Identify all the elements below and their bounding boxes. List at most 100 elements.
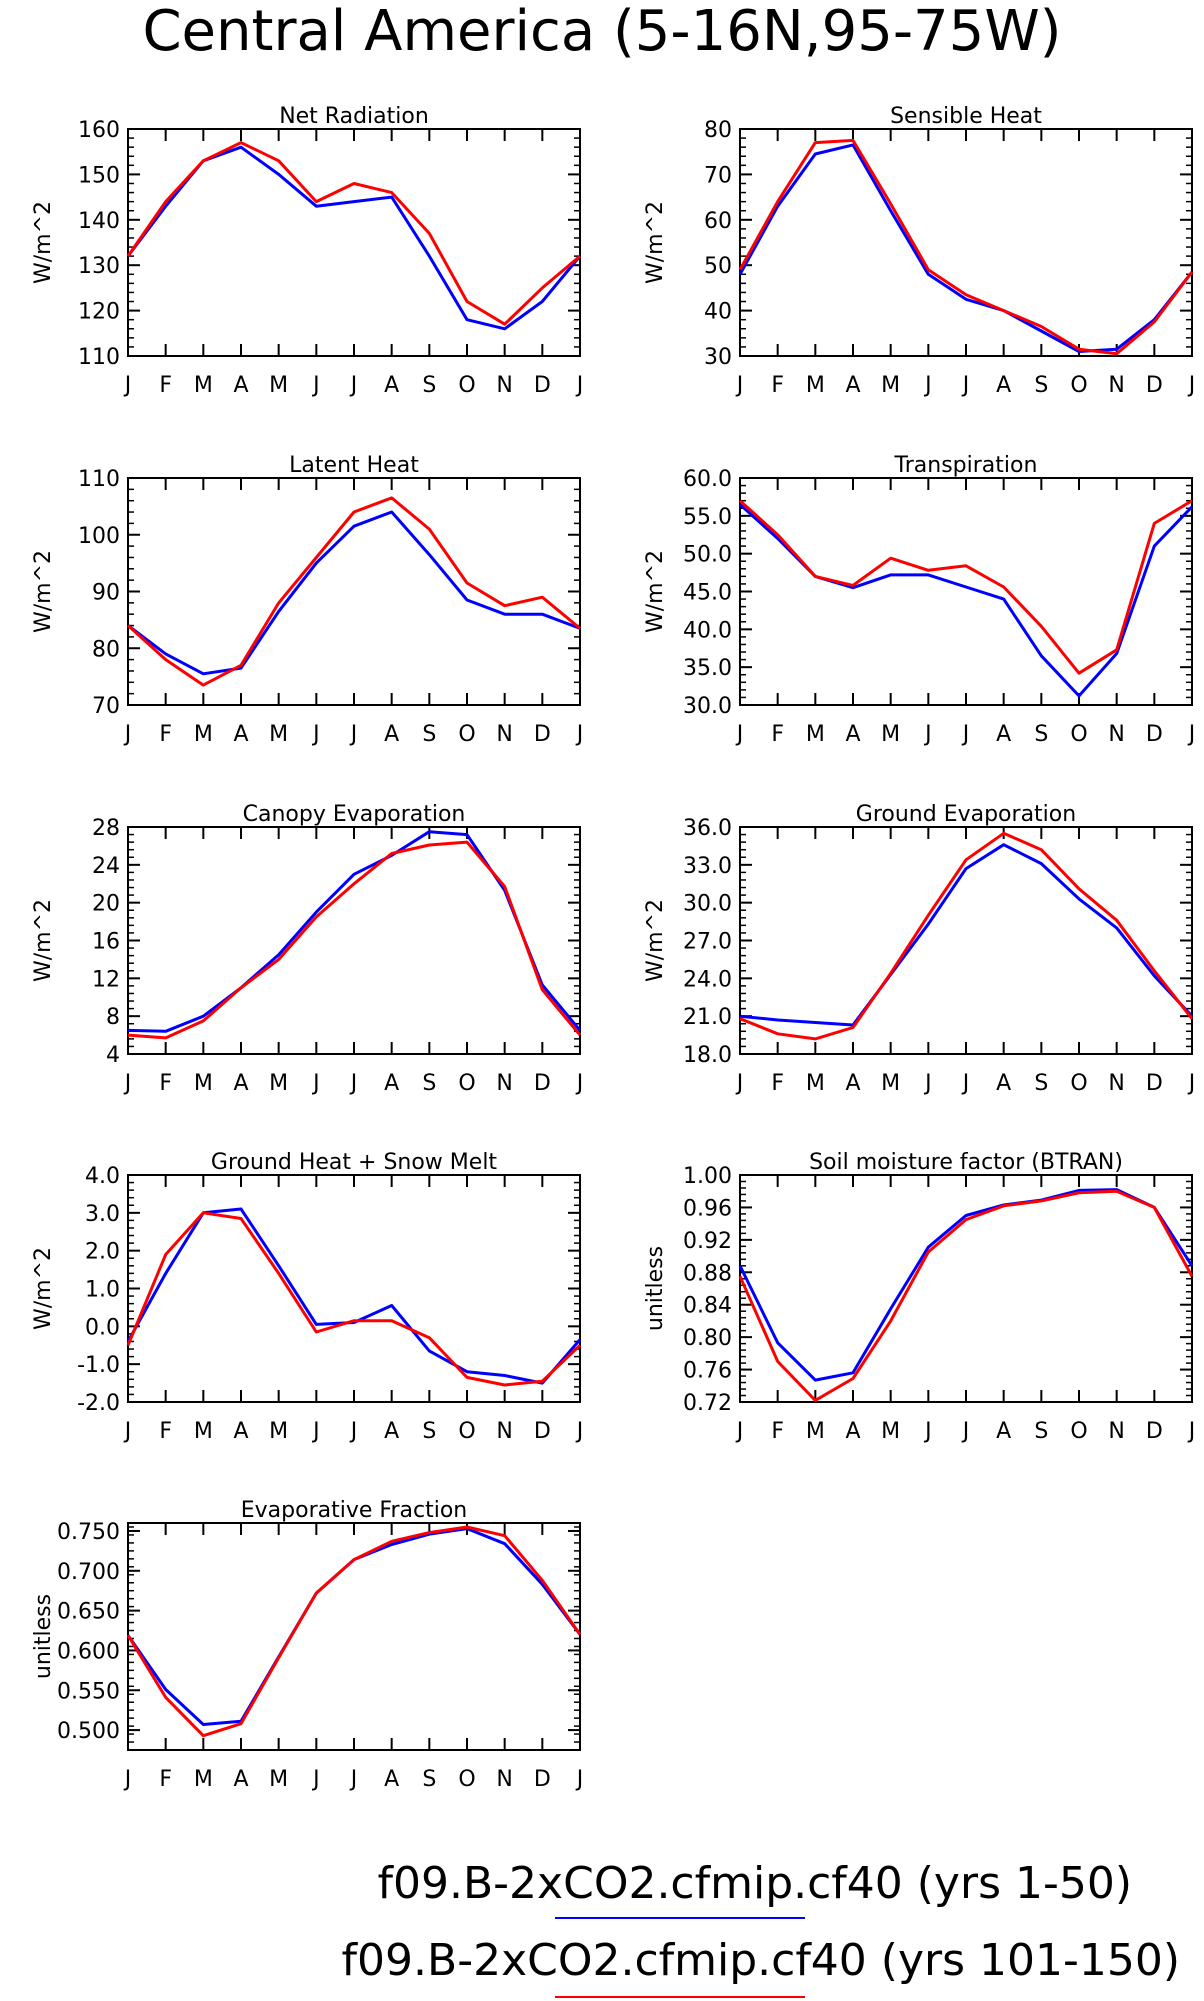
x-tick-label: J: [349, 722, 358, 747]
x-tick-label: N: [1108, 373, 1124, 398]
x-tick-label: F: [771, 1071, 784, 1096]
x-tick-label: O: [458, 1071, 475, 1096]
y-tick-label: 1.00: [683, 1164, 732, 1189]
x-tick-label: D: [1146, 373, 1163, 398]
x-tick-label: A: [996, 373, 1011, 398]
x-tick-label: S: [1034, 1419, 1048, 1444]
x-tick-label: M: [269, 1767, 288, 1792]
x-tick-label: J: [961, 1419, 970, 1444]
x-tick-label: M: [881, 373, 900, 398]
y-tick-label: 0.88: [683, 1261, 732, 1286]
x-tick-label: S: [1034, 1071, 1048, 1096]
chart-title: Transpiration: [894, 453, 1038, 478]
y-tick-label: 50.0: [683, 543, 732, 568]
chart-panel-9: Evaporative Fraction unitless 0.500 0.550 0.…: [31, 1498, 583, 1792]
x-tick-label: N: [1108, 1071, 1124, 1096]
y-tick-label: 18.0: [683, 1043, 732, 1068]
x-tick-label: F: [771, 1419, 784, 1444]
x-tick-label: J: [961, 1071, 970, 1096]
series-line-2: [126, 141, 581, 326]
y-tick-label: 150: [78, 163, 120, 188]
x-tick-label: J: [923, 722, 932, 747]
x-tick-label: J: [123, 1071, 132, 1096]
y-tick-label: 0.750: [57, 1520, 120, 1545]
x-tick-label: A: [384, 1767, 399, 1792]
x-tick-label: A: [996, 1071, 1011, 1096]
x-tick-label: A: [384, 722, 399, 747]
x-tick-label: J: [923, 1071, 932, 1096]
y-tick-label: 0.80: [683, 1326, 732, 1351]
y-tick-label: 20: [92, 892, 120, 917]
legend: f09.B-2xCO2.cfmip.cf40 (yrs 1-50) f09.B-…: [342, 1858, 1180, 1998]
chart-panel-6: Ground Evaporation W/m^2 18.0 21.0 24.0 27.0 3…: [643, 802, 1195, 1096]
x-tick-label: J: [311, 722, 320, 747]
y-tick-label: 35.0: [683, 656, 732, 681]
x-tick-label: F: [771, 373, 784, 398]
x-tick-label: A: [384, 1071, 399, 1096]
y-tick-label: 140: [78, 209, 120, 234]
x-tick-label: F: [159, 373, 172, 398]
x-tick-label: M: [806, 1419, 825, 1444]
chart-title: Canopy Evaporation: [243, 802, 466, 827]
y-tick-label: 12: [92, 967, 120, 992]
x-tick-label: D: [1146, 722, 1163, 747]
chart-title: Net Radiation: [279, 104, 429, 129]
x-tick-label: M: [806, 373, 825, 398]
x-tick-label: A: [996, 1419, 1011, 1444]
x-tick-label: J: [1187, 1419, 1196, 1444]
series-line-2: [738, 1189, 1194, 1402]
series-line-1: [738, 503, 1194, 698]
x-tick-label: J: [575, 1419, 584, 1444]
y-axis-label: W/m^2: [643, 201, 668, 284]
main-title: Central America (5-16N,95-75W): [142, 0, 1061, 64]
series-line-2: [739, 831, 1194, 1041]
series-line-1: [127, 830, 582, 1033]
x-tick-label: J: [311, 373, 320, 398]
y-tick-label: -1.0: [77, 1353, 120, 1378]
y-tick-label: 45.0: [683, 581, 732, 606]
x-tick-label: S: [422, 1767, 436, 1792]
y-tick-label: 60.0: [683, 467, 732, 492]
y-tick-label: 70: [92, 694, 120, 719]
x-tick-label: S: [1034, 722, 1048, 747]
x-tick-label: J: [735, 1419, 744, 1444]
y-axis-label: W/m^2: [31, 201, 56, 284]
x-tick-label: O: [458, 1419, 475, 1444]
series-line-2: [738, 138, 1194, 356]
y-tick-label: 36.0: [683, 816, 732, 841]
x-tick-label: J: [575, 1071, 584, 1096]
series-line-1: [126, 1207, 582, 1385]
x-tick-label: J: [311, 1071, 320, 1096]
x-tick-label: M: [269, 373, 288, 398]
x-tick-label: J: [1187, 373, 1196, 398]
x-tick-label: M: [269, 1071, 288, 1096]
x-tick-label: J: [123, 1767, 132, 1792]
y-tick-label: 90: [92, 581, 120, 606]
chart-title: Evaporative Fraction: [241, 1498, 467, 1523]
y-tick-label: 130: [78, 254, 120, 279]
x-tick-label: M: [806, 1071, 825, 1096]
series-line-1: [739, 843, 1194, 1027]
series-line-1: [738, 143, 1194, 353]
x-tick-label: D: [1146, 1071, 1163, 1096]
x-tick-label: A: [845, 1071, 860, 1096]
x-tick-label: M: [269, 722, 288, 747]
series-line-2: [126, 1525, 582, 1738]
x-tick-label: D: [534, 1767, 551, 1792]
x-tick-label: N: [1108, 1419, 1124, 1444]
x-tick-label: M: [194, 722, 213, 747]
x-tick-label: J: [575, 1767, 584, 1792]
y-tick-label: 1.0: [85, 1278, 120, 1303]
x-tick-label: D: [534, 373, 551, 398]
x-tick-label: D: [534, 1071, 551, 1096]
y-tick-label: 24: [92, 854, 120, 879]
plot-frame: [739, 477, 1193, 706]
series-line-2: [126, 496, 581, 687]
x-tick-label: J: [961, 373, 970, 398]
x-tick-label: F: [159, 1419, 172, 1444]
x-tick-label: J: [923, 1419, 932, 1444]
